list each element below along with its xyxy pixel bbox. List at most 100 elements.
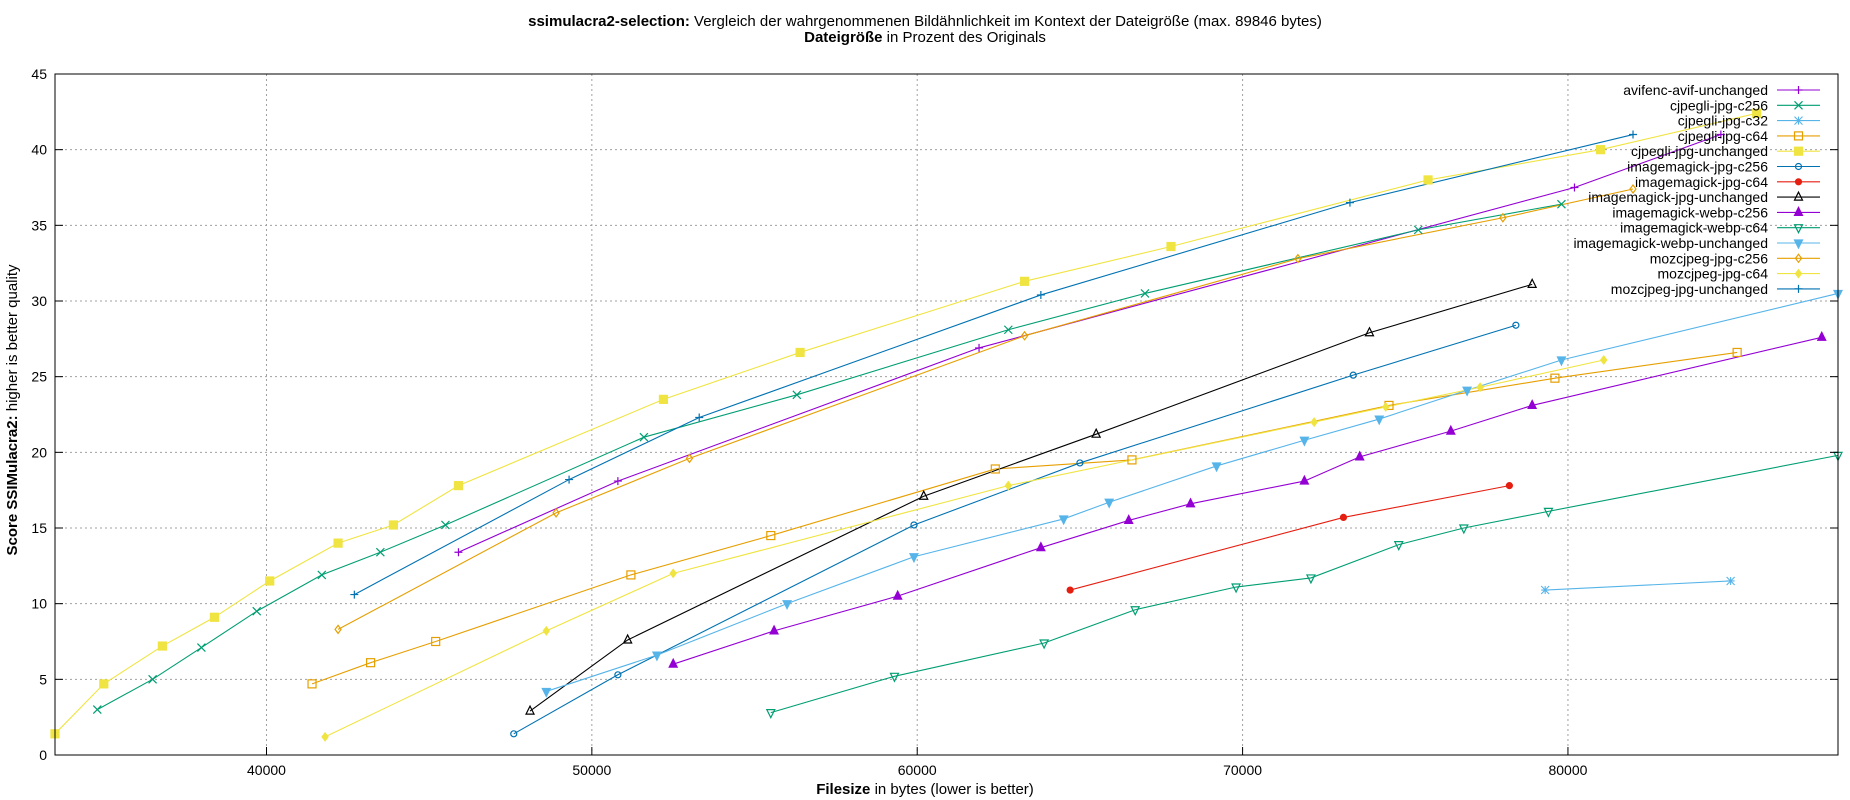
data-point-avifenc-avif-unchanged xyxy=(1716,130,1725,139)
legend-marker xyxy=(1794,100,1803,110)
data-point-cjpegli-jpg-unchanged xyxy=(333,538,343,548)
legend-marker xyxy=(1793,206,1804,216)
data-point-mozcjpeg-jpg-unchanged xyxy=(1036,290,1045,299)
series-line-cjpegli-jpg-c64 xyxy=(311,351,1738,685)
data-point-imagemagick-webp-c256 xyxy=(769,624,780,635)
data-point-imagemagick-jpg-unchanged xyxy=(622,633,633,644)
series-line-mozcjpeg-jpg-c64 xyxy=(324,359,1604,738)
y-tick-label: 25 xyxy=(31,369,47,385)
data-point-imagemagick-jpg-c64 xyxy=(1505,482,1513,490)
legend-marker xyxy=(1793,224,1804,235)
data-point-cjpegli-jpg-unchanged xyxy=(795,347,805,358)
legend-marker xyxy=(1794,253,1803,264)
x-tick-label: 40000 xyxy=(247,762,286,778)
data-point-cjpegli-jpg-c64 xyxy=(626,570,636,580)
data-point-imagemagick-webp-unchanged xyxy=(1374,415,1385,426)
y-tick-label: 15 xyxy=(31,520,47,536)
series-line-cjpegli-jpg-c256 xyxy=(97,203,1562,711)
data-point-imagemagick-webp-c256 xyxy=(1299,474,1310,485)
data-point-imagemagick-webp-unchanged xyxy=(1556,356,1567,367)
data-point-mozcjpeg-jpg-unchanged xyxy=(350,590,359,599)
data-point-cjpegli-jpg-c64 xyxy=(431,636,441,647)
data-point-imagemagick-jpg-unchanged xyxy=(918,489,929,500)
data-point-cjpegli-jpg-unchanged xyxy=(388,520,398,530)
data-point-cjpegli-jpg-c256 xyxy=(441,520,450,530)
data-point-imagemagick-webp-c64 xyxy=(1458,524,1469,535)
data-point-imagemagick-webp-c256 xyxy=(668,657,679,668)
data-point-imagemagick-webp-unchanged xyxy=(782,600,793,611)
legend-label: avifenc-avif-unchanged xyxy=(1623,82,1768,98)
data-point-mozcjpeg-jpg-c256 xyxy=(1294,253,1302,264)
data-point-imagemagick-jpg-c64 xyxy=(1066,586,1074,594)
data-point-cjpegli-jpg-c64 xyxy=(1127,455,1137,465)
series-line-mozcjpeg-jpg-c256 xyxy=(337,188,1634,630)
data-point-imagemagick-webp-unchanged xyxy=(1299,436,1310,447)
data-point-cjpegli-jpg-c64 xyxy=(366,658,376,668)
data-point-cjpegli-jpg-unchanged xyxy=(1423,175,1433,185)
data-point-cjpegli-jpg-c256 xyxy=(1413,225,1423,235)
legend-label: imagemagick-webp-c256 xyxy=(1612,204,1768,220)
legend-marker xyxy=(1793,190,1804,201)
legend-marker xyxy=(1794,86,1803,94)
legend-label: mozcjpeg-jpg-c256 xyxy=(1650,250,1768,266)
series-line-imagemagick-jpg-c256 xyxy=(513,324,1517,735)
data-point-imagemagick-webp-c64 xyxy=(889,672,900,683)
data-point-mozcjpeg-jpg-c64 xyxy=(1476,382,1484,393)
data-point-mozcjpeg-jpg-unchanged xyxy=(565,475,574,484)
legend-marker xyxy=(1793,131,1804,141)
data-point-avifenc-avif-unchanged xyxy=(454,548,463,557)
series-lines xyxy=(54,112,1839,738)
data-point-cjpegli-jpg-c64 xyxy=(307,679,317,689)
data-point-mozcjpeg-jpg-c64 xyxy=(1004,480,1013,491)
legend-label: cjpegli-jpg-c64 xyxy=(1678,128,1768,144)
x-tick-label: 80000 xyxy=(1548,762,1587,778)
grid-lines xyxy=(55,74,1838,755)
data-point-mozcjpeg-jpg-c64 xyxy=(542,625,551,636)
data-point-cjpegli-jpg-unchanged xyxy=(1166,241,1176,252)
data-point-imagemagick-webp-c256 xyxy=(1354,450,1365,461)
data-point-mozcjpeg-jpg-c256 xyxy=(334,624,342,635)
legend-label: mozcjpeg-jpg-unchanged xyxy=(1611,281,1768,297)
data-point-imagemagick-jpg-unchanged xyxy=(1527,278,1538,288)
y-axis-ticks: 0 5 10 15 20 25 30 35 40 45 xyxy=(31,66,1838,763)
y-tick-label: 35 xyxy=(31,217,47,233)
data-point-mozcjpeg-jpg-c256 xyxy=(685,453,694,464)
data-point-cjpegli-jpg-unchanged xyxy=(209,612,220,622)
series-line-imagemagick-webp-c64 xyxy=(770,454,1839,714)
data-point-cjpegli-jpg-c256 xyxy=(252,606,262,616)
legend-label: cjpegli-jpg-c32 xyxy=(1678,113,1768,129)
data-point-mozcjpeg-jpg-c256 xyxy=(1020,330,1029,341)
data-point-imagemagick-webp-unchanged xyxy=(1104,498,1115,509)
data-point-mozcjpeg-jpg-c64 xyxy=(1599,355,1608,366)
data-point-imagemagick-webp-unchanged xyxy=(651,651,662,662)
data-point-imagemagick-webp-c256 xyxy=(1527,399,1538,410)
legend-marker xyxy=(1794,116,1803,125)
data-point-imagemagick-webp-c64 xyxy=(1130,606,1141,617)
y-tick-label: 0 xyxy=(39,747,47,763)
x-axis-ticks: 40000 50000 60000 70000 80000 xyxy=(247,747,1588,778)
legend-marker xyxy=(1794,178,1803,186)
data-point-cjpegli-jpg-unchanged xyxy=(1019,276,1030,286)
data-point-cjpegli-jpg-c32 xyxy=(1726,576,1736,586)
data-point-cjpegli-jpg-unchanged xyxy=(1595,145,1606,155)
data-point-cjpegli-jpg-unchanged xyxy=(157,641,167,651)
data-point-cjpegli-jpg-c64 xyxy=(766,530,776,541)
y-tick-label: 10 xyxy=(31,596,47,612)
data-point-imagemagick-webp-c256 xyxy=(1035,541,1046,552)
chart-title: ssimulacra2-selection: Vergleich der wah… xyxy=(528,13,1322,30)
data-point-cjpegli-jpg-c64 xyxy=(1550,373,1560,383)
data-point-imagemagick-webp-c64 xyxy=(1231,583,1242,594)
data-point-cjpegli-jpg-c256 xyxy=(639,432,649,442)
y-tick-label: 40 xyxy=(31,142,47,158)
data-point-cjpegli-jpg-c64 xyxy=(990,464,1000,474)
data-point-imagemagick-webp-unchanged xyxy=(1462,386,1473,397)
x-axis-label: Filesize in bytes (lower is better) xyxy=(816,781,1034,798)
data-point-cjpegli-jpg-c256 xyxy=(1140,289,1150,298)
data-point-imagemagick-jpg-c256 xyxy=(1076,459,1084,467)
x-tick-label: 70000 xyxy=(1223,762,1262,778)
data-point-imagemagick-webp-c256 xyxy=(1816,330,1827,341)
data-point-imagemagick-webp-c256 xyxy=(892,589,903,600)
legend-marker xyxy=(1794,284,1803,293)
legend: avifenc-avif-unchangedcjpegli-jpg-c256cj… xyxy=(1573,82,1820,297)
